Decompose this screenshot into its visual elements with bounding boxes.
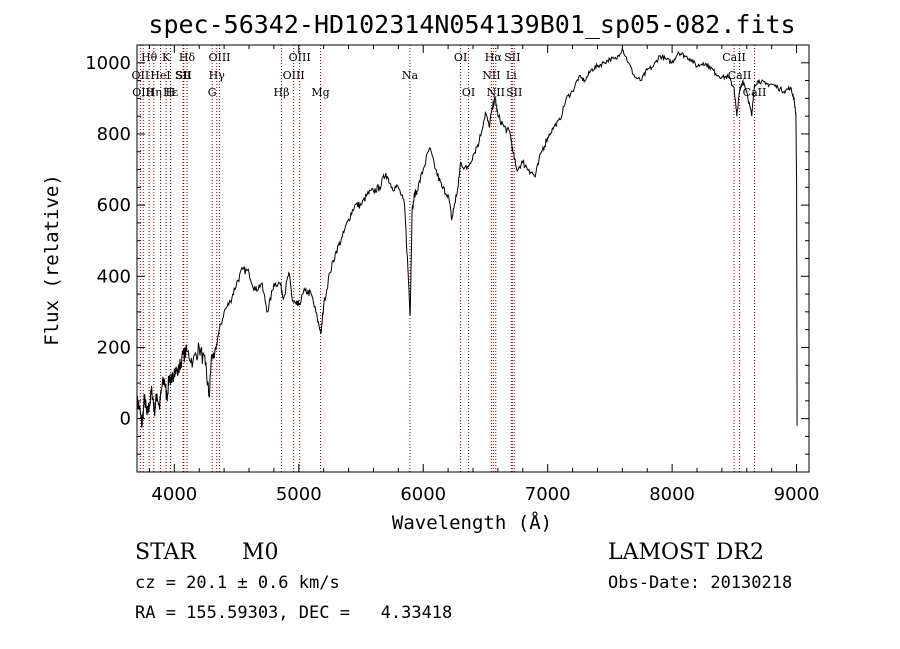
spectral-line-label: NII (487, 86, 505, 99)
spectral-line-label: OII (132, 69, 150, 82)
x-tick-label: 5000 (276, 484, 322, 505)
spectral-line-label: Hα (485, 51, 503, 64)
spectral-line-label: SII (175, 69, 191, 82)
y-tick-label: 600 (97, 195, 131, 216)
redshift-cz: cz = 20.1 ± 0.6 km/s (135, 573, 340, 593)
x-tick-label: 7000 (525, 484, 571, 505)
spectral-line-label: Hε (163, 86, 179, 99)
spectral-line-label: H (166, 86, 176, 99)
spectral-line-label: Mg (311, 86, 329, 99)
spectral-line-label: OIII (283, 69, 305, 82)
x-tick-label: 4000 (151, 484, 197, 505)
spectrum-line (136, 47, 798, 428)
x-axis-ticks: 4000 5000 6000 7000 8000 9000 (148, 45, 820, 505)
spectral-line-label: Hδ (179, 51, 196, 64)
spectral-line-label: OI (462, 86, 475, 99)
spectral-line-label: SII (504, 51, 520, 64)
y-tick-label: 0 (120, 409, 131, 430)
y-tick-label: 200 (97, 337, 131, 358)
line-markers (139, 45, 755, 472)
chart-title: spec-56342-HD102314N054139B01_sp05-082.f… (148, 10, 795, 39)
spectral-line-label: OI (454, 51, 467, 64)
x-axis-label: Wavelength (Å) (392, 511, 552, 534)
x-tick-label: 9000 (774, 484, 820, 505)
spectral-line-label: Hβ (274, 86, 290, 99)
spectral-line-label: HeI (150, 69, 170, 82)
line-marker-labels: Hθ OII OIII K HHε HeI Hη SII Hδ SII OIII Hγ G Hβ OIII O… (132, 51, 767, 99)
spectral-line-label: SII (176, 69, 192, 82)
spectral-line-label: Hθ (141, 51, 158, 64)
y-axis-ticks: 0 200 400 600 800 1000 (85, 53, 809, 455)
spectral-line-label: Hγ (209, 69, 226, 82)
spectral-line-label: CaII (728, 69, 752, 82)
spectral-line-label: NII (482, 69, 500, 82)
x-tick-label: 6000 (400, 484, 446, 505)
spectral-line-label: Na (402, 69, 419, 82)
observation-date: Obs-Date: 20130218 (608, 573, 793, 593)
spectral-line-label: CaII (743, 86, 767, 99)
object-class: STAR (135, 540, 196, 565)
spectral-line-label: OIII (132, 86, 154, 99)
spectral-line-label: CaII (722, 51, 746, 64)
object-subclass: M0 (242, 540, 279, 565)
spectral-line-label: G (208, 86, 217, 99)
spectral-line-label: OIII (208, 51, 230, 64)
y-tick-label: 400 (97, 266, 131, 287)
y-tick-label: 1000 (85, 53, 131, 74)
coordinates: RA = 155.59303, DEC = 4.33418 (135, 603, 453, 623)
plot-frame (136, 44, 810, 473)
spectral-line-label: SII (506, 86, 522, 99)
spectral-line-label: Li (506, 69, 517, 82)
spectral-line-label: Hη (146, 86, 162, 99)
y-axis-label: Flux (relative) (41, 174, 63, 346)
spectral-line-label: OIII (289, 51, 311, 64)
y-tick-label: 800 (97, 124, 131, 145)
spectral-line-label: K (162, 51, 171, 64)
survey-name: LAMOST DR2 (608, 540, 764, 565)
x-tick-label: 8000 (649, 484, 695, 505)
